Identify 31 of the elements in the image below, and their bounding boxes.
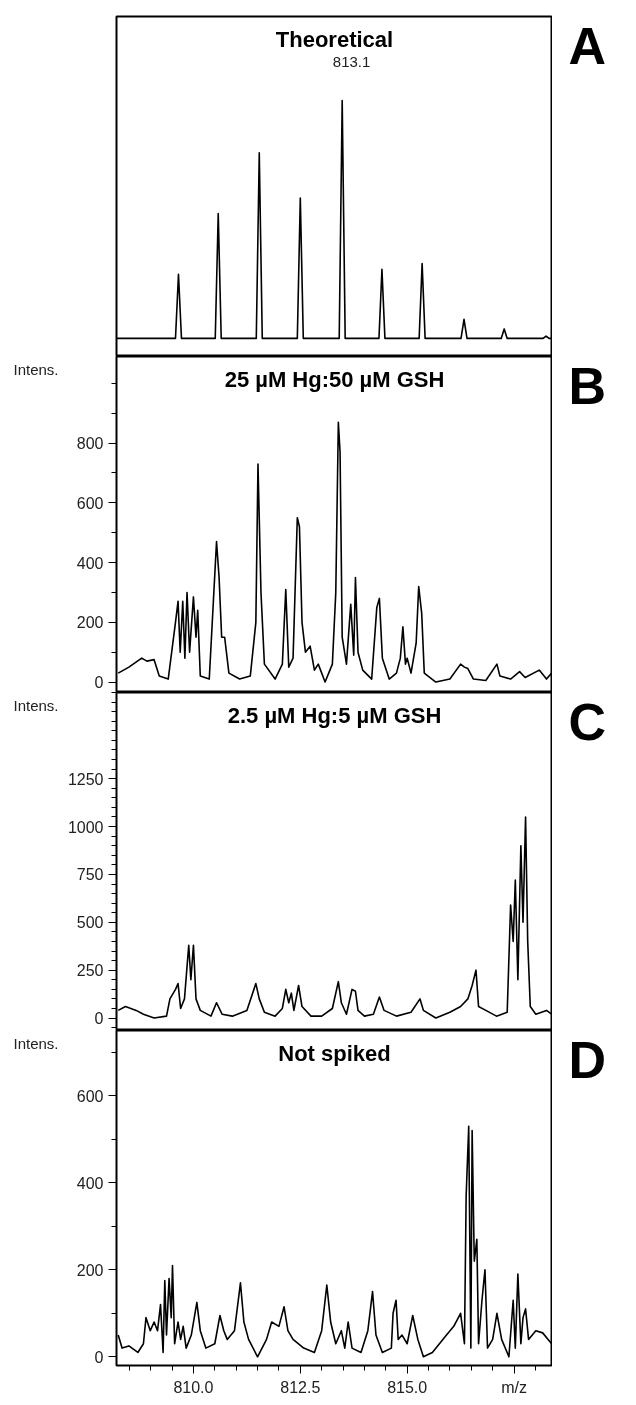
text: B [568,356,607,415]
y-tick-label: 0 [94,674,104,692]
text: A [568,16,607,75]
y-tick-label: 800 [76,435,104,453]
y-tick-label: 200 [76,614,104,632]
y-tick-label: 0 [94,1010,104,1028]
chart-title: Theoretical [275,26,394,52]
y-tick-label: 750 [76,866,104,884]
y-tick-label: 0 [94,1348,104,1366]
y-tick-label: 500 [76,914,104,932]
y-tick-label: 600 [76,494,104,512]
y-tick-label: 200 [76,1261,104,1279]
y-tick-label: 1250 [67,770,104,788]
text: 813.1 [332,52,371,70]
y-tick-label: 250 [76,962,104,980]
x-tick-label: m/z [501,1378,527,1396]
text: 25 µM Hg:50 µM GSH [224,366,445,392]
y-tick-label: 400 [76,554,104,572]
text: Not spiked [278,1040,391,1066]
y-axis-title: Intens. [13,360,59,378]
y-axis-title: Intens. [13,696,59,714]
y-tick-label: 400 [76,1174,104,1192]
text: D [568,1030,607,1089]
x-tick-label: 812.5 [280,1378,321,1396]
text: C [568,692,607,751]
text: 2.5 µM Hg:5 µM GSH [227,702,442,728]
y-tick-label: 1000 [67,818,104,836]
y-axis-title: Intens. [13,1034,59,1052]
x-tick-label: 815.0 [387,1378,428,1396]
x-tick-label: 810.0 [173,1378,214,1396]
y-tick-label: 600 [76,1087,104,1105]
